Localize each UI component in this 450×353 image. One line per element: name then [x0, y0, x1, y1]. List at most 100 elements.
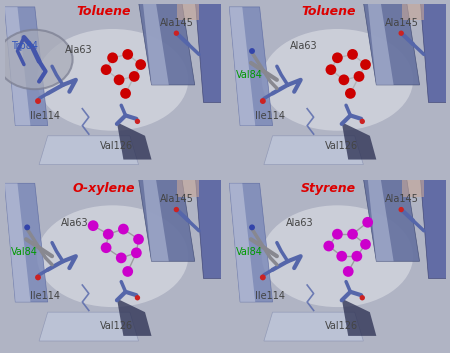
Polygon shape	[4, 183, 48, 302]
Polygon shape	[195, 2, 223, 102]
Polygon shape	[230, 7, 273, 126]
Text: Ala63: Ala63	[65, 45, 93, 55]
Text: Toluene: Toluene	[302, 5, 356, 18]
Point	[398, 207, 405, 213]
Point	[109, 55, 116, 61]
Point	[340, 77, 347, 83]
Point	[103, 67, 110, 72]
Point	[117, 255, 125, 261]
Polygon shape	[342, 299, 376, 336]
Text: Ile114: Ile114	[255, 111, 285, 121]
Polygon shape	[117, 122, 152, 160]
Text: Toluene: Toluene	[76, 5, 131, 18]
Polygon shape	[117, 299, 152, 336]
Point	[362, 62, 369, 67]
Point	[120, 226, 127, 232]
Point	[334, 55, 341, 61]
Polygon shape	[143, 178, 169, 261]
Point	[349, 231, 356, 237]
Circle shape	[0, 30, 72, 89]
Text: Val126: Val126	[99, 141, 133, 151]
Polygon shape	[139, 178, 195, 261]
Point	[359, 295, 366, 300]
Polygon shape	[363, 178, 419, 261]
Ellipse shape	[262, 29, 413, 131]
Point	[356, 74, 363, 79]
Point	[34, 98, 41, 104]
Point	[325, 243, 333, 249]
Point	[259, 98, 266, 104]
Text: Ala145: Ala145	[385, 194, 419, 204]
Point	[34, 275, 41, 280]
Ellipse shape	[37, 205, 188, 307]
Polygon shape	[195, 178, 223, 278]
Point	[248, 48, 256, 54]
Point	[353, 253, 360, 259]
Polygon shape	[264, 136, 363, 164]
Polygon shape	[363, 2, 419, 85]
Text: Ile114: Ile114	[31, 291, 60, 301]
Point	[364, 220, 371, 225]
Point	[334, 231, 341, 237]
Ellipse shape	[37, 29, 188, 131]
Polygon shape	[419, 2, 448, 102]
Polygon shape	[230, 183, 255, 302]
Point	[103, 245, 110, 251]
Point	[90, 223, 97, 228]
Text: Val126: Val126	[324, 321, 358, 331]
Polygon shape	[368, 2, 394, 85]
Point	[116, 77, 123, 83]
Text: Trp84: Trp84	[11, 41, 38, 51]
Ellipse shape	[262, 205, 413, 307]
Point	[122, 91, 129, 96]
Point	[259, 275, 266, 280]
Polygon shape	[39, 312, 139, 341]
Point	[349, 52, 356, 57]
Point	[359, 119, 366, 124]
Text: Ala145: Ala145	[385, 18, 419, 28]
Point	[338, 253, 345, 259]
Polygon shape	[342, 122, 376, 160]
Text: Ala63: Ala63	[290, 41, 318, 51]
Point	[124, 269, 131, 274]
Polygon shape	[402, 2, 424, 20]
Point	[173, 207, 180, 213]
Point	[134, 119, 141, 124]
Text: Ile114: Ile114	[255, 291, 285, 301]
Polygon shape	[39, 136, 139, 164]
Polygon shape	[230, 183, 273, 302]
Polygon shape	[402, 178, 424, 197]
Polygon shape	[139, 2, 195, 85]
Text: Val84: Val84	[236, 70, 263, 80]
Text: Ile114: Ile114	[31, 111, 60, 121]
Point	[248, 225, 256, 230]
Polygon shape	[143, 2, 169, 85]
Text: Val126: Val126	[324, 141, 358, 151]
Text: Styrene: Styrene	[301, 182, 356, 195]
Polygon shape	[264, 312, 363, 341]
Text: Val84: Val84	[11, 246, 38, 257]
Polygon shape	[177, 2, 199, 20]
Point	[124, 52, 131, 57]
Point	[130, 74, 138, 79]
Point	[345, 269, 352, 274]
Point	[173, 30, 180, 36]
Text: Ala145: Ala145	[160, 194, 194, 204]
Point	[137, 62, 144, 67]
Polygon shape	[368, 178, 394, 261]
Point	[133, 250, 140, 256]
Point	[347, 91, 354, 96]
Point	[398, 30, 405, 36]
Point	[23, 225, 31, 230]
Point	[105, 231, 112, 237]
Text: Ala63: Ala63	[61, 218, 88, 228]
Polygon shape	[419, 178, 448, 278]
Point	[135, 237, 142, 242]
Text: O-xylene: O-xylene	[73, 182, 135, 195]
Text: Val84: Val84	[236, 246, 263, 257]
Polygon shape	[4, 7, 31, 126]
Text: Val126: Val126	[99, 321, 133, 331]
Point	[327, 67, 334, 72]
Polygon shape	[230, 7, 255, 126]
Text: Ala145: Ala145	[160, 18, 194, 28]
